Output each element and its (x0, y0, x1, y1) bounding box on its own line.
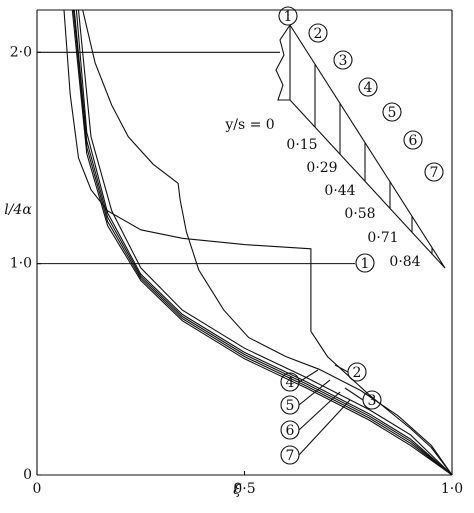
y-tick-label: 0 (23, 467, 32, 483)
legend-label: 1 (361, 256, 370, 272)
label-circle (280, 445, 300, 465)
legend-label: 2 (353, 365, 362, 381)
label-circle (347, 362, 367, 382)
x-axis-label: ξ (233, 482, 242, 498)
y-axis-label: l/4α (4, 202, 32, 218)
series-line (71, 10, 452, 475)
inset-section-label: 7 (430, 165, 439, 181)
inset-station-label: y/s = 0 (224, 117, 274, 133)
leader-line (298, 391, 341, 431)
series-line (72, 10, 452, 475)
leader-line (298, 379, 331, 406)
inset-station-label: 0·84 (389, 254, 420, 270)
label-circle (362, 390, 382, 410)
legend-label: 5 (286, 398, 295, 414)
inset-circle (358, 77, 378, 97)
inset-station-label: 0·15 (286, 137, 317, 153)
inset-station-label: 0·44 (324, 183, 355, 199)
y-tick-label: 1·0 (10, 256, 32, 272)
inset-circle (382, 102, 402, 122)
series-line (75, 10, 452, 475)
leader-line (298, 399, 351, 456)
inset-section-label: 6 (409, 133, 418, 149)
label-circle (280, 420, 300, 440)
inset-station-label: 0·29 (306, 160, 337, 176)
leader-line (344, 387, 364, 401)
y-tick-label: 2·0 (10, 44, 32, 60)
x-tick-label: 1·0 (441, 481, 463, 497)
series-line (73, 10, 452, 475)
inset-section-label: 5 (388, 105, 397, 121)
inset-section-label: 4 (364, 80, 373, 96)
leader-line (298, 369, 319, 383)
label-circle (280, 372, 300, 392)
label-circle (280, 395, 300, 415)
inset-circle (333, 50, 353, 70)
inset-section-label: 1 (284, 9, 293, 25)
series-line (82, 10, 452, 475)
inset-circle (403, 130, 423, 150)
inset-section-label: 3 (339, 53, 348, 69)
leader-line (334, 364, 349, 373)
x-tick-label: 0 (33, 481, 42, 497)
inset-station-label: 0·58 (344, 206, 375, 222)
series-line (63, 10, 452, 475)
inset-circle (308, 23, 328, 43)
label-circle (355, 253, 375, 273)
inset-planform (275, 24, 446, 269)
legend-label: 7 (286, 448, 295, 464)
inset-section-label: 2 (314, 26, 323, 42)
legend-label: 4 (286, 375, 295, 391)
inset-circle (278, 6, 298, 26)
inset-station-label: 0·71 (367, 230, 398, 246)
x-tick-label: 0·5 (233, 481, 255, 497)
series-line (77, 10, 452, 475)
legend-label: 3 (368, 393, 377, 409)
inset-circle (424, 162, 444, 182)
legend-label: 6 (286, 423, 295, 439)
